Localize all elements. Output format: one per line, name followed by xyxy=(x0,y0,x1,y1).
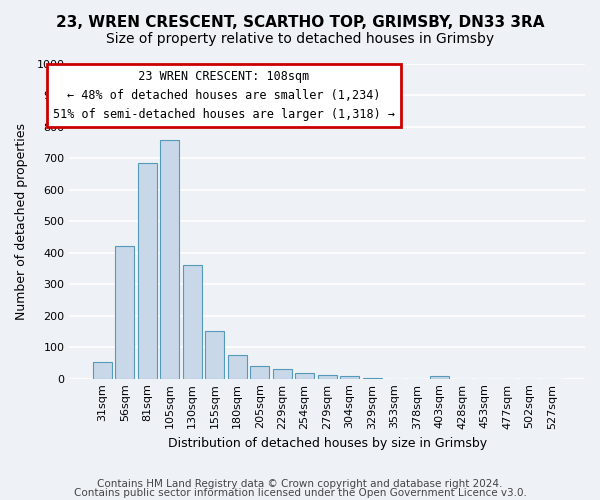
Bar xyxy=(205,331,224,378)
Bar xyxy=(317,375,337,378)
Text: 23 WREN CRESCENT: 108sqm  
← 48% of detached houses are smaller (1,234)
51% of s: 23 WREN CRESCENT: 108sqm ← 48% of detach… xyxy=(53,70,395,122)
Bar xyxy=(295,373,314,378)
Y-axis label: Number of detached properties: Number of detached properties xyxy=(15,123,28,320)
Bar xyxy=(160,140,179,378)
Bar xyxy=(430,376,449,378)
Bar xyxy=(115,246,134,378)
Bar xyxy=(272,368,292,378)
Text: Contains HM Land Registry data © Crown copyright and database right 2024.: Contains HM Land Registry data © Crown c… xyxy=(97,479,503,489)
Text: 23, WREN CRESCENT, SCARTHO TOP, GRIMSBY, DN33 3RA: 23, WREN CRESCENT, SCARTHO TOP, GRIMSBY,… xyxy=(56,15,544,30)
Bar xyxy=(340,376,359,378)
Bar xyxy=(250,366,269,378)
X-axis label: Distribution of detached houses by size in Grimsby: Distribution of detached houses by size … xyxy=(167,437,487,450)
Bar xyxy=(92,362,112,378)
Bar xyxy=(227,355,247,378)
Bar xyxy=(137,163,157,378)
Bar xyxy=(182,265,202,378)
Text: Size of property relative to detached houses in Grimsby: Size of property relative to detached ho… xyxy=(106,32,494,46)
Text: Contains public sector information licensed under the Open Government Licence v3: Contains public sector information licen… xyxy=(74,488,526,498)
